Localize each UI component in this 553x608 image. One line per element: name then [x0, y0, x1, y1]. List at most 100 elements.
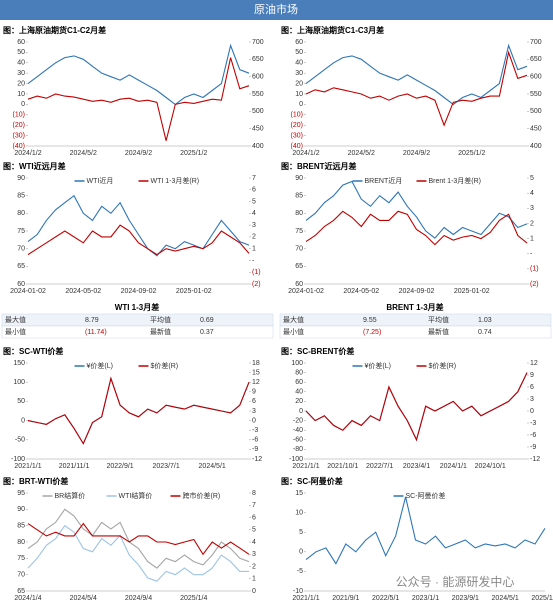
y-tick-label: -20 [293, 417, 303, 424]
y-tick-label: 70 [295, 246, 303, 253]
table-cell: 0.69 [200, 317, 214, 324]
legend-label: ¥价差(L) [365, 361, 391, 370]
y-tick-label: -6 [530, 432, 536, 439]
x-tick-label: 2024-01-02 [10, 288, 46, 295]
y-tick-label: 450 [530, 126, 542, 133]
y-tick-label: 60 [17, 39, 25, 46]
table-row [279, 325, 552, 339]
y-tick-label: 1 [530, 235, 534, 242]
legend-label: WTI 1-3月差(R) [151, 176, 200, 185]
chart-title: 图：SC-阿曼价差 [281, 476, 343, 486]
y-tick-label: 500 [530, 108, 542, 115]
y-tick-label: 150 [13, 360, 25, 367]
y-tick-label: -80 [293, 446, 303, 453]
y-tick-label: 2 [530, 220, 534, 227]
x-tick-label: 2024-05-02 [65, 288, 101, 295]
x-tick-label: 2024/5/1 [199, 463, 226, 470]
header-bar [0, 0, 553, 20]
x-tick-label: 2023/1/1 [412, 595, 439, 602]
y-tick-label: -5 [297, 568, 303, 575]
x-tick-label: 2024/5/2 [348, 150, 375, 157]
y-tick-label: (2) [252, 281, 261, 288]
x-tick-label: 2024-01-02 [288, 288, 324, 295]
y-tick-label: -12 [252, 456, 262, 463]
y-tick-label: (20) [291, 122, 303, 129]
y-tick-label: 12 [252, 379, 260, 386]
y-tick-label: 75 [17, 228, 25, 235]
y-tick-label: 65 [17, 588, 25, 595]
legend-label: WTI近月 [87, 176, 114, 185]
y-tick-label: 7 [252, 175, 256, 182]
y-tick-label: 100 [291, 360, 303, 367]
y-tick-label: 10 [295, 91, 303, 98]
y-tick-label: 5 [299, 529, 303, 536]
y-tick-label: 20 [295, 398, 303, 405]
x-tick-label: 2024/1/4 [14, 595, 41, 602]
y-tick-label: 40 [295, 60, 303, 67]
y-tick-label: 0 [252, 417, 256, 424]
y-tick-label: (40) [13, 143, 25, 150]
y-tick-label: (20) [13, 122, 25, 129]
y-tick-label: 2 [252, 563, 256, 570]
chart-title: 图：BRT-WTI价差 [3, 476, 68, 486]
y-tick-label: -60 [293, 437, 303, 444]
y-tick-label: 100 [13, 379, 25, 386]
y-tick-label: 0 [299, 101, 303, 108]
y-tick-label: -12 [530, 456, 540, 463]
legend-label: $价差(R) [151, 361, 179, 370]
y-tick-label: 5 [530, 175, 534, 182]
y-tick-label: 650 [530, 56, 542, 63]
y-tick-label: 1 [252, 576, 256, 583]
x-tick-label: 2021/1/1 [292, 595, 319, 602]
table-row [1, 325, 274, 339]
y-tick-label: 0 [530, 408, 534, 415]
y-tick-label: 450 [252, 126, 264, 133]
y-tick-label: 60 [295, 379, 303, 386]
y-tick-label: 700 [252, 39, 264, 46]
series-line [305, 180, 528, 239]
legend-label: 跨市价差(R) [183, 491, 221, 500]
x-tick-label: 2024/1/2 [292, 150, 319, 157]
y-tick-label: 60 [295, 39, 303, 46]
y-tick-label: (40) [291, 143, 303, 150]
y-tick-label: 65 [295, 263, 303, 270]
y-tick-label: 15 [295, 490, 303, 497]
series-line [27, 524, 249, 582]
legend-label: ¥价差(L) [87, 361, 113, 370]
y-tick-label: (10) [13, 112, 25, 119]
chart-title: 图：上海原油期货C1-C2月差 [3, 25, 106, 35]
y-tick-label: 20 [17, 80, 25, 87]
y-tick-label: 550 [252, 91, 264, 98]
y-tick-label: (1) [530, 266, 539, 273]
y-tick-label: 3 [252, 222, 256, 229]
table-cell: 最小值 [283, 327, 304, 336]
y-tick-label: -50 [15, 437, 25, 444]
x-tick-label: 2022/5/1 [372, 595, 399, 602]
table-cell: (7.25) [363, 329, 381, 336]
table-cell: 平均值 [150, 315, 171, 324]
x-tick-label: 2025/1/1 [531, 595, 553, 602]
y-tick-label: 50 [17, 49, 25, 56]
series-line [305, 43, 528, 106]
y-tick-label: 8 [252, 490, 256, 497]
x-tick-label: 2024/5/1 [492, 595, 519, 602]
y-tick-label: 10 [17, 91, 25, 98]
y-tick-label: 550 [530, 91, 542, 98]
y-tick-label: 9 [530, 372, 534, 379]
y-tick-label: 0 [299, 408, 303, 415]
y-tick-label: -9 [252, 446, 258, 453]
y-tick-label: - [530, 251, 533, 258]
x-tick-label: 2024/5/4 [70, 595, 97, 602]
y-tick-label: - [252, 257, 255, 264]
table-row [1, 313, 274, 327]
chart-title: 图：WTI近远月差 [3, 161, 66, 171]
y-tick-label: 600 [530, 74, 542, 81]
series-line [27, 376, 250, 445]
y-tick-label: 700 [530, 39, 542, 46]
y-tick-label: 50 [17, 398, 25, 405]
y-tick-label: 75 [17, 555, 25, 562]
y-tick-label: 400 [530, 143, 542, 150]
x-tick-label: 2022/7/1 [366, 463, 393, 470]
y-tick-label: -6 [252, 437, 258, 444]
